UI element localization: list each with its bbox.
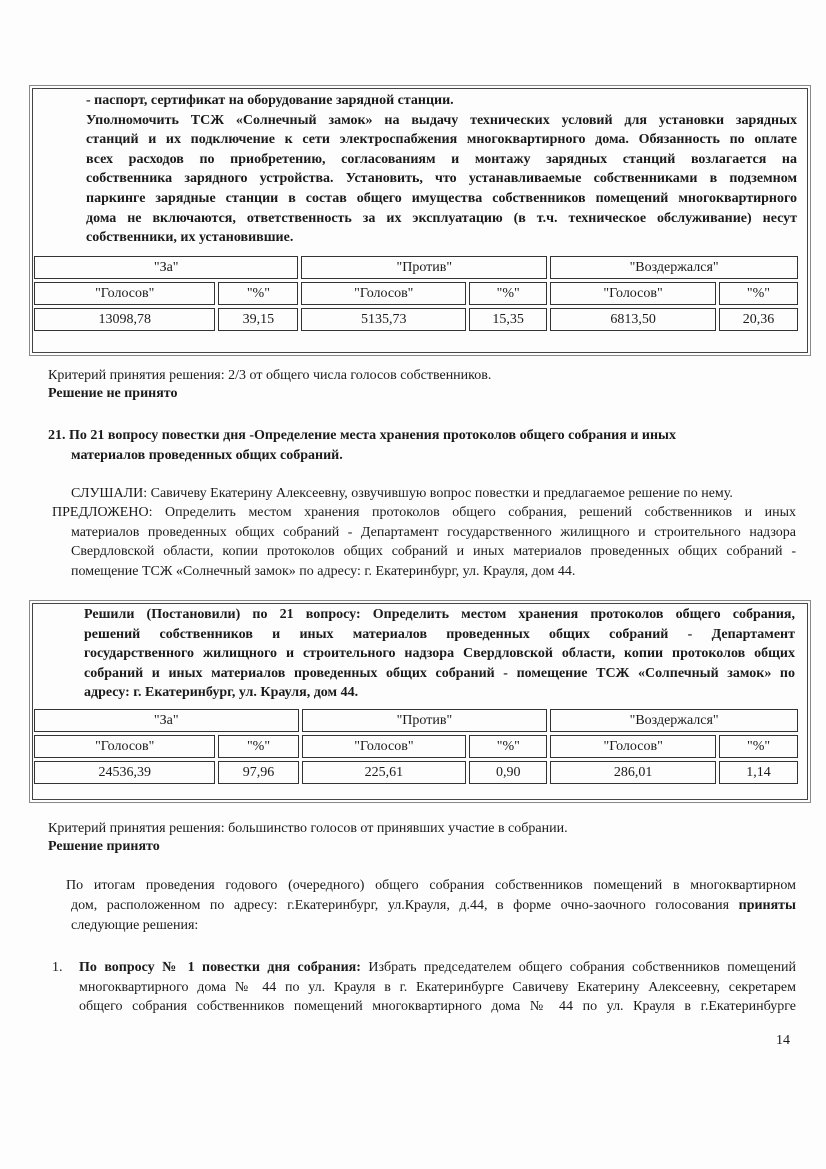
vote-value: 6813,50 bbox=[550, 308, 716, 331]
subheader-row: "Голосов" "%" "Голосов" "%" "Голосов" "%" bbox=[34, 282, 798, 305]
vote-value: 225,61 bbox=[301, 761, 467, 784]
column-header: "Голосов" bbox=[34, 735, 216, 758]
vote-value: 39,15 bbox=[218, 308, 299, 331]
column-header: "Голосов" bbox=[301, 282, 467, 305]
votes-table-20: "За" "Против" "Воздержался" "Голосов" "%" "Го… bbox=[31, 253, 801, 334]
text-line: Решили (Постановили) по 21 вопросу: Опре… bbox=[84, 607, 795, 622]
vote-value: 1,14 bbox=[719, 761, 798, 784]
group-header: "Против" bbox=[301, 256, 548, 279]
text-line: всех расходов по приобретению, согласова… bbox=[86, 151, 797, 167]
text-line: материалов проведенных общих собраний - … bbox=[71, 524, 796, 540]
text-line: ПРЕДЛОЖЕНО: Определить местом хранения п… bbox=[52, 505, 796, 520]
decision-status-20: Решение не принято bbox=[48, 386, 178, 401]
group-header-row: "За" "Против" "Воздержался" bbox=[34, 709, 798, 732]
vote-value: 5135,73 bbox=[301, 308, 467, 331]
text-line: станций и их подключение к сети электрос… bbox=[86, 132, 797, 148]
vote-value: 97,96 bbox=[218, 761, 299, 784]
text-line: адресу: г. Екатеринбург, ул. Крауля, дом… bbox=[84, 685, 359, 701]
item-1-line-3: общего собрания собственников помещений … bbox=[79, 999, 796, 1014]
item-1-line-1: По вопросу № 1 повестки дня собрания: Из… bbox=[79, 958, 796, 978]
text-line: дома не включаются, ответственность за и… bbox=[86, 210, 797, 226]
item-1-line-2: многоквартирного дома № 44 по ул. Крауля… bbox=[79, 980, 796, 995]
question-21-heading: 21. По 21 вопросу повестки дня -Определе… bbox=[48, 428, 676, 443]
column-header: "%" bbox=[218, 735, 299, 758]
decision-status-21: Решение принято bbox=[48, 839, 160, 854]
proposed-text: ПРЕДЛОЖЕНО: Определить местом хранения п… bbox=[52, 503, 796, 581]
column-header: "Голосов" bbox=[34, 282, 216, 305]
decision-box-21 bbox=[29, 600, 811, 803]
column-header: "%" bbox=[719, 735, 798, 758]
group-header: "Против" bbox=[301, 709, 548, 732]
vote-value: 286,01 bbox=[550, 761, 717, 784]
text-line: решений собственников и иных материалов … bbox=[84, 626, 795, 642]
subheader-row: "Голосов" "%" "Голосов" "%" "Голосов" "%" bbox=[34, 735, 798, 758]
vote-value: 13098,78 bbox=[34, 308, 216, 331]
summary-line-3: следующие решения: bbox=[71, 918, 199, 933]
summary-line-2: дом, расположенном по адресу: г.Екатерин… bbox=[71, 896, 796, 916]
column-header: "Голосов" bbox=[550, 282, 716, 305]
item-1-bold: По вопросу № 1 повестки дня собрания: bbox=[79, 960, 361, 975]
summary-text: дом, расположенном по адресу: г.Екатерин… bbox=[71, 898, 739, 913]
table-row: 13098,78 39,15 5135,73 15,35 6813,50 20,36 bbox=[34, 308, 798, 331]
text-line: паркинге зарядные станции в состав общег… bbox=[86, 190, 797, 206]
text-line: Свердловской области, копии протоколов о… bbox=[71, 544, 796, 560]
column-header: "Голосов" bbox=[301, 735, 467, 758]
decision-text-20: - паспорт, сертификат на оборудование за… bbox=[86, 91, 797, 248]
page-number: 14 bbox=[776, 1033, 790, 1048]
table-row: 24536,39 97,96 225,61 0,90 286,01 1,14 bbox=[34, 761, 798, 784]
column-header: "%" bbox=[718, 282, 798, 305]
text-line: Уполномочить ТСЖ «Солнечный замок» на вы… bbox=[86, 112, 797, 128]
text-line: государственного жилищного и строительно… bbox=[84, 646, 795, 662]
votes-table-21: "За" "Против" "Воздержался" "Голосов" "%" "Го… bbox=[31, 706, 801, 787]
column-header: "%" bbox=[469, 735, 548, 758]
column-header: "%" bbox=[469, 282, 548, 305]
text-line: собраний и иных материалов проведенных о… bbox=[84, 665, 795, 681]
group-header: "За" bbox=[34, 709, 299, 732]
group-header: "За" bbox=[34, 256, 299, 279]
vote-value: 24536,39 bbox=[34, 761, 216, 784]
decision-text-21: Решили (Постановили) по 21 вопросу: Опре… bbox=[84, 605, 795, 703]
text-line: собственника зарядного устройства. Устан… bbox=[86, 171, 797, 187]
decision-box-20 bbox=[29, 85, 811, 356]
question-21-heading-cont: материалов проведенных общих собраний. bbox=[71, 448, 343, 463]
heard-text: СЛУШАЛИ: Савичеву Екатерину Алексеевну, … bbox=[71, 486, 733, 501]
item-1-number: 1. bbox=[52, 960, 63, 975]
vote-value: 20,36 bbox=[718, 308, 798, 331]
text-line: собственники, их установившие. bbox=[86, 230, 294, 246]
text-line: помещение ТСЖ «Солнечный замок» по адрес… bbox=[71, 563, 576, 579]
column-header: "Голосов" bbox=[550, 735, 717, 758]
criterion-21: Критерий принятия решения: большинство г… bbox=[48, 821, 568, 836]
vote-value: 0,90 bbox=[469, 761, 548, 784]
group-header: "Воздержался" bbox=[550, 256, 798, 279]
column-header: "%" bbox=[218, 282, 299, 305]
group-header: "Воздержался" bbox=[550, 709, 798, 732]
text-line: - паспорт, сертификат на оборудование за… bbox=[86, 93, 454, 108]
summary-bold: приняты bbox=[738, 898, 796, 913]
criterion-20: Критерий принятия решения: 2/3 от общего… bbox=[48, 368, 492, 383]
item-1-text: Избрать председателем общего собрания со… bbox=[360, 960, 796, 975]
group-header-row: "За" "Против" "Воздержался" bbox=[34, 256, 798, 279]
summary-line-1: По итогам проведения годового (очередног… bbox=[66, 878, 796, 893]
vote-value: 15,35 bbox=[469, 308, 548, 331]
